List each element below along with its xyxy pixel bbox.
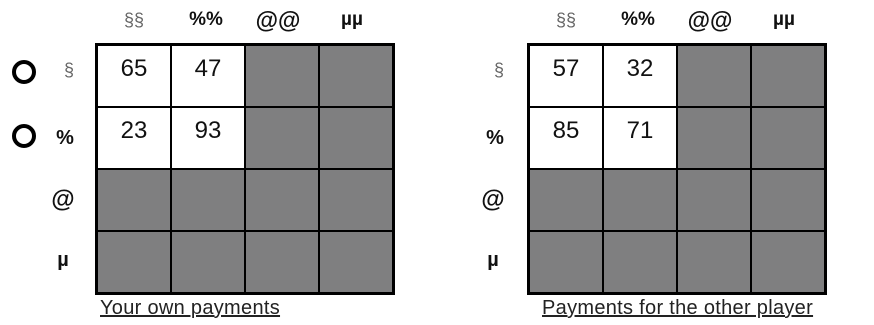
other-col-header-pp: %% xyxy=(621,9,655,30)
other-col-header-uu: µµ xyxy=(773,9,795,30)
own-col-header-ss: §§ xyxy=(123,10,145,30)
own-cell-r2c3 xyxy=(246,108,318,168)
other-row-header-p: % xyxy=(486,127,504,149)
own-col-header-uu: µµ xyxy=(341,9,363,30)
other-cell-r2c1: 85 xyxy=(530,108,602,168)
other-cell-r1c2: 32 xyxy=(604,46,676,106)
other-payoff-matrix: 57 32 85 71 xyxy=(527,43,827,295)
radio-row-p[interactable] xyxy=(12,124,36,148)
own-col-header-aa: @@ xyxy=(255,7,301,33)
own-cell-r4c4 xyxy=(320,232,392,292)
other-cell-r1c3 xyxy=(678,46,750,106)
other-row-header-u: µ xyxy=(487,249,499,271)
own-cell-r1c2: 47 xyxy=(172,46,244,106)
other-cell-r4c1 xyxy=(530,232,602,292)
other-cell-r4c3 xyxy=(678,232,750,292)
own-cell-r3c4 xyxy=(320,170,392,230)
own-caption: Your own payments xyxy=(100,297,281,319)
other-cell-r3c4 xyxy=(752,170,824,230)
other-cell-r4c4 xyxy=(752,232,824,292)
own-cell-r2c4 xyxy=(320,108,392,168)
own-cell-r3c2 xyxy=(172,170,244,230)
other-caption: Payments for the other player xyxy=(542,297,814,319)
own-row-header-a: @ xyxy=(51,186,75,213)
own-cell-r1c3 xyxy=(246,46,318,106)
other-cell-r3c3 xyxy=(678,170,750,230)
radio-row-s[interactable] xyxy=(12,60,36,84)
other-cell-r2c4 xyxy=(752,108,824,168)
own-cell-r4c3 xyxy=(246,232,318,292)
other-cell-r4c2 xyxy=(604,232,676,292)
own-col-header-pp: %% xyxy=(189,9,223,30)
own-cell-r1c1: 65 xyxy=(98,46,170,106)
own-row-header-p: % xyxy=(56,127,74,149)
other-cell-r3c2 xyxy=(604,170,676,230)
own-cell-r4c2 xyxy=(172,232,244,292)
other-cell-r3c1 xyxy=(530,170,602,230)
other-row-header-a: @ xyxy=(481,186,505,213)
other-cell-r1c1: 57 xyxy=(530,46,602,106)
own-row-header-u: µ xyxy=(57,249,69,271)
own-payoff-matrix: 65 47 23 93 xyxy=(95,43,395,295)
other-col-header-ss: §§ xyxy=(555,10,577,30)
own-cell-r2c1: 23 xyxy=(98,108,170,168)
other-col-header-aa: @@ xyxy=(687,7,733,33)
other-cell-r1c4 xyxy=(752,46,824,106)
own-cell-r3c1 xyxy=(98,170,170,230)
own-cell-r3c3 xyxy=(246,170,318,230)
other-cell-r2c3 xyxy=(678,108,750,168)
own-cell-r4c1 xyxy=(98,232,170,292)
own-row-header-s: § xyxy=(63,60,74,80)
other-cell-r2c2: 71 xyxy=(604,108,676,168)
own-cell-r2c2: 93 xyxy=(172,108,244,168)
own-cell-r1c4 xyxy=(320,46,392,106)
other-row-header-s: § xyxy=(493,60,504,80)
